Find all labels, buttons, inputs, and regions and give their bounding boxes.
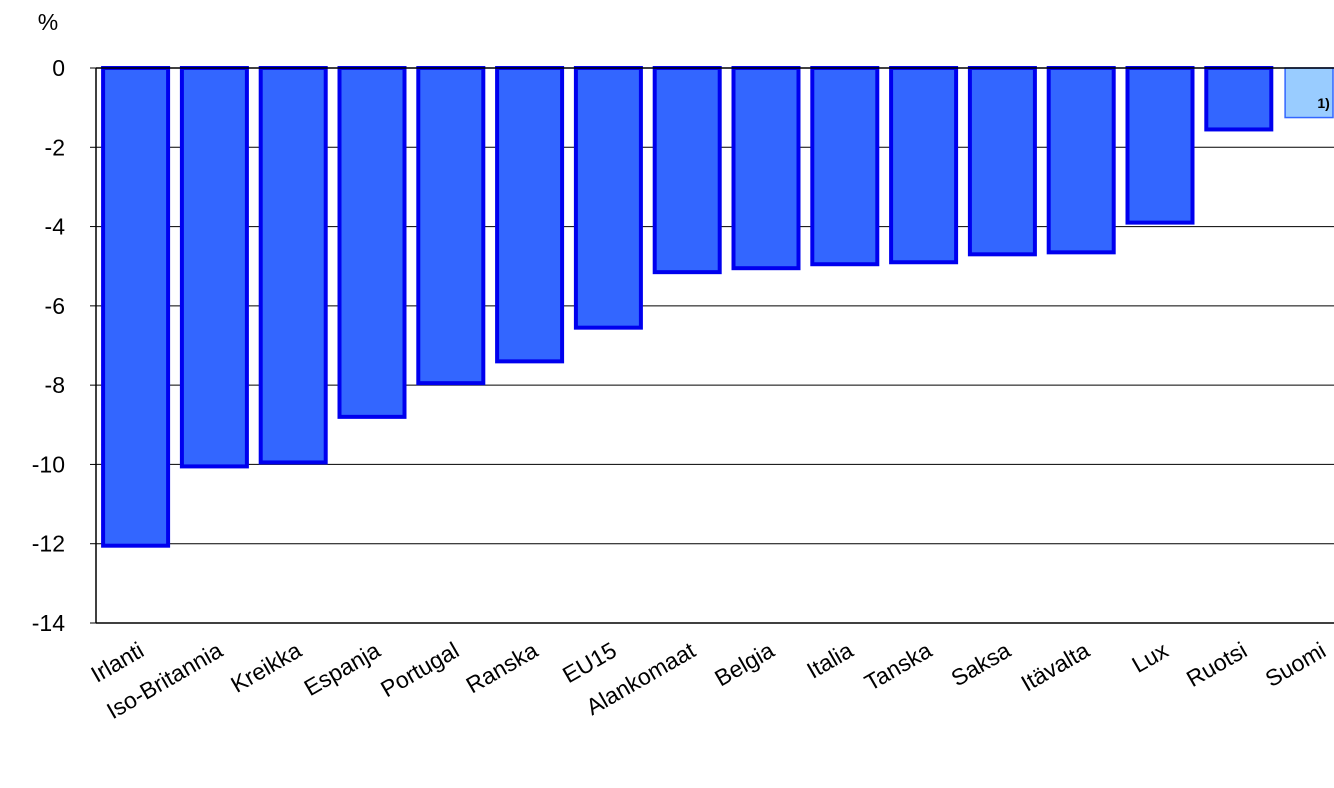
x-tick-label: Ruotsi [1182,637,1251,692]
bar-suomi [1284,67,1334,119]
x-tick-label: Italia [802,637,857,684]
x-tick-label: Lux [1127,637,1173,678]
bar-portugal [416,66,486,386]
y-unit-label: % [38,9,58,35]
x-tick-label: Itävalta [1016,637,1093,697]
bar-italia [810,66,880,267]
axes [90,67,1334,624]
bar-tanska [889,66,959,265]
x-tick-label: Portugal [376,637,463,702]
x-tick-label: Kreikka [226,637,306,698]
bar-alankomaat [652,66,722,275]
bar-itävalta [1046,66,1116,255]
y-tick-label: -12 [32,531,65,557]
x-tick-label: Saksa [947,637,1016,692]
footnote-annotation: 1) [1317,95,1329,111]
bar-lux [1125,66,1195,225]
x-tick-label: Tanska [860,637,936,696]
y-tick-label: -10 [32,451,65,477]
bar-eu15 [573,66,643,330]
x-tick-label: Suomi [1261,637,1330,692]
y-tick-labels: 0 -2 -4 -6 -8 -10 -12 -14 [32,55,65,636]
bar-saksa [967,66,1037,257]
y-tick-label: -4 [45,214,66,240]
x-tick-label: Ranska [462,637,543,699]
y-tick-label: -14 [32,610,65,636]
bar-belgia [731,66,801,271]
y-tick-label: -6 [45,293,65,319]
bars: 1) [101,66,1334,548]
bar-espanja [337,66,407,419]
bar-ruotsi [1204,66,1274,132]
bar-irlanti [101,66,171,548]
bar-ranska [495,66,565,364]
x-tick-label: Espanja [300,637,385,701]
y-tick-label: 0 [52,55,65,81]
x-tick-label: Belgia [710,637,779,692]
bar-iso-britannia [179,66,249,469]
y-tick-label: -2 [45,134,65,160]
bar-kreikka [258,66,328,465]
y-tick-label: -8 [45,372,65,398]
